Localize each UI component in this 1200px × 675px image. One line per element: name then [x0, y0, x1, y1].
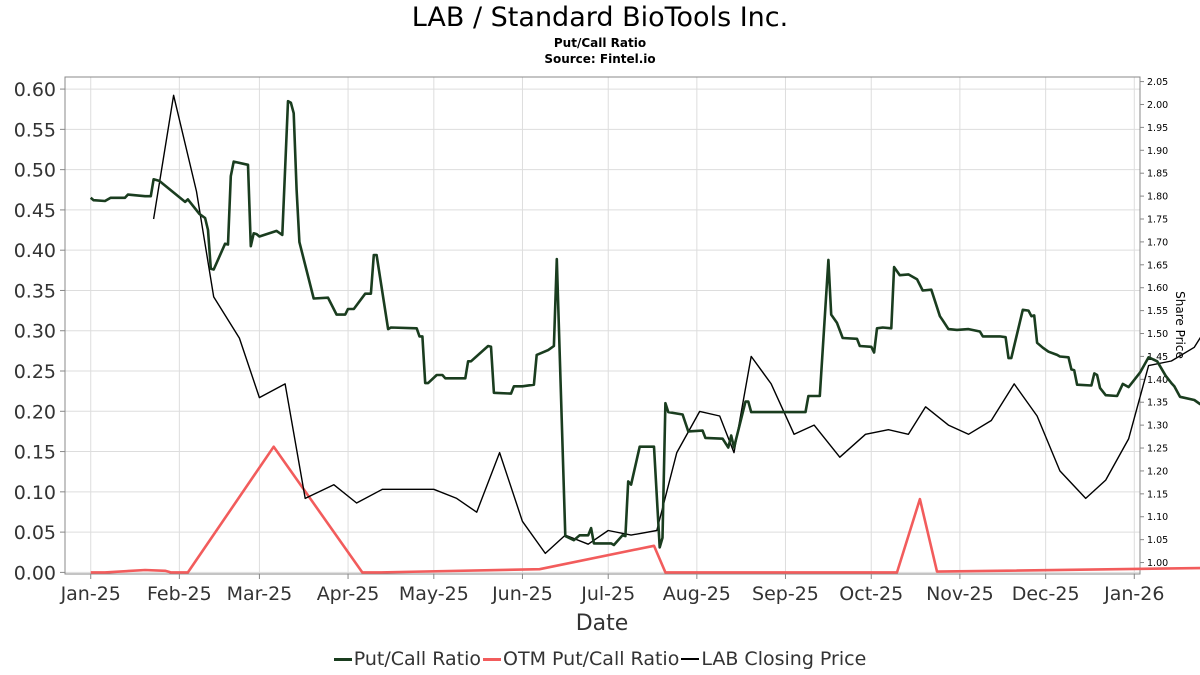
y-tick-label: 0.45 — [14, 200, 56, 222]
x-tick-label: Aug-25 — [663, 583, 731, 605]
y-tick-label: 0.30 — [14, 321, 56, 343]
y2-tick-label: 1.35 — [1147, 398, 1168, 409]
y-tick-label: 0.25 — [14, 361, 56, 383]
y2-tick-label: 1.70 — [1147, 237, 1168, 248]
chart-title: LAB / Standard BioTools Inc. — [411, 2, 789, 33]
y2-tick-label: 1.45 — [1147, 352, 1168, 363]
y2-tick-label: 1.00 — [1147, 558, 1168, 569]
y2-tick-label: 1.40 — [1147, 375, 1168, 386]
y2-tick-label: 1.85 — [1147, 169, 1168, 180]
right-axis: 1.00 1.05 1.10 1.15 1.20 1.25 1.30 1.35 1.40 1.45… — [1140, 77, 1168, 569]
y2-tick-label: 1.20 — [1147, 466, 1168, 477]
legend-item-put-call[interactable]: Put/Call Ratio — [333, 646, 482, 672]
y-tick-label: 0.00 — [14, 562, 56, 584]
legend-swatch-put-call — [333, 657, 352, 661]
legend-label-put-call: Put/Call Ratio — [353, 648, 482, 670]
x-tick-label: Oct-25 — [839, 583, 903, 605]
y2-tick-label: 2.05 — [1147, 77, 1168, 88]
series-layer — [89, 94, 1200, 574]
x-axis: Jan-25 Feb-25 Mar-25 Apr-25 May-25 Jun-25 Jul-… — [60, 574, 1164, 605]
legend: Put/Call Ratio OTM Put/Call Ratio LAB Cl… — [0, 646, 1200, 672]
legend-item-closing-price[interactable]: LAB Closing Price — [681, 646, 866, 672]
series-line-closing-price — [152, 94, 1200, 555]
legend-swatch-otm-put-call — [483, 657, 502, 661]
x-tick-label: Feb-25 — [147, 583, 212, 605]
y2-tick-label: 1.25 — [1147, 444, 1168, 455]
x-axis-label: Date — [576, 611, 629, 636]
y2-tick-label: 1.95 — [1147, 123, 1168, 134]
y-tick-label: 0.40 — [14, 240, 56, 262]
x-tick-label: Sep-25 — [752, 583, 819, 605]
y-tick-label: 0.20 — [14, 401, 56, 423]
legend-swatch-closing-price — [681, 658, 700, 660]
y2-tick-label: 1.55 — [1147, 306, 1168, 317]
y2-tick-label: 1.30 — [1147, 421, 1168, 432]
y2-tick-label: 1.05 — [1147, 535, 1168, 546]
y-tick-label: 0.60 — [14, 79, 56, 101]
grid-lines — [65, 77, 1140, 574]
legend-label-otm-put-call: OTM Put/Call Ratio — [503, 648, 680, 670]
x-tick-label: Mar-25 — [227, 583, 293, 605]
x-tick-label: Jun-25 — [491, 583, 553, 605]
y2-tick-label: 1.60 — [1147, 283, 1168, 294]
chart-subtitle: Put/Call Ratio — [553, 36, 647, 50]
x-tick-label: May-25 — [399, 583, 469, 605]
y2-tick-label: 1.75 — [1147, 215, 1168, 226]
y2-tick-label: 1.80 — [1147, 192, 1168, 203]
left-axis: 0.00 0.05 0.10 0.15 0.20 0.25 0.30 0.35 0.40 0.45… — [14, 79, 65, 584]
y2-tick-label: 1.50 — [1147, 329, 1168, 340]
chart-source: Source: Fintel.io — [544, 52, 656, 66]
y-tick-label: 0.05 — [14, 522, 56, 544]
x-tick-label: Jan-26 — [1103, 583, 1164, 605]
y2-tick-label: 1.15 — [1147, 489, 1168, 500]
x-tick-label: Nov-25 — [926, 583, 994, 605]
x-tick-label: Jul-25 — [580, 583, 635, 605]
y2-tick-label: 1.10 — [1147, 512, 1168, 523]
right-axis-label: Share Price — [1173, 291, 1187, 359]
y-tick-label: 0.35 — [14, 280, 56, 302]
legend-item-otm-put-call[interactable]: OTM Put/Call Ratio — [483, 646, 679, 672]
y2-tick-label: 2.00 — [1147, 100, 1168, 111]
y-tick-label: 0.55 — [14, 119, 56, 141]
y-tick-label: 0.50 — [14, 160, 56, 182]
legend-label-closing-price: LAB Closing Price — [701, 648, 867, 670]
x-tick-label: Dec-25 — [1012, 583, 1080, 605]
series-line-otm-put-call — [90, 445, 1200, 574]
y-tick-label: 0.10 — [14, 482, 56, 504]
x-tick-label: Apr-25 — [317, 583, 380, 605]
plot-frame — [64, 76, 1141, 575]
y2-tick-label: 1.65 — [1147, 260, 1168, 271]
x-tick-label: Jan-25 — [60, 583, 121, 605]
y-tick-label: 0.15 — [14, 442, 56, 464]
series-line-put-call — [89, 99, 1200, 549]
y2-tick-label: 1.90 — [1147, 146, 1168, 157]
